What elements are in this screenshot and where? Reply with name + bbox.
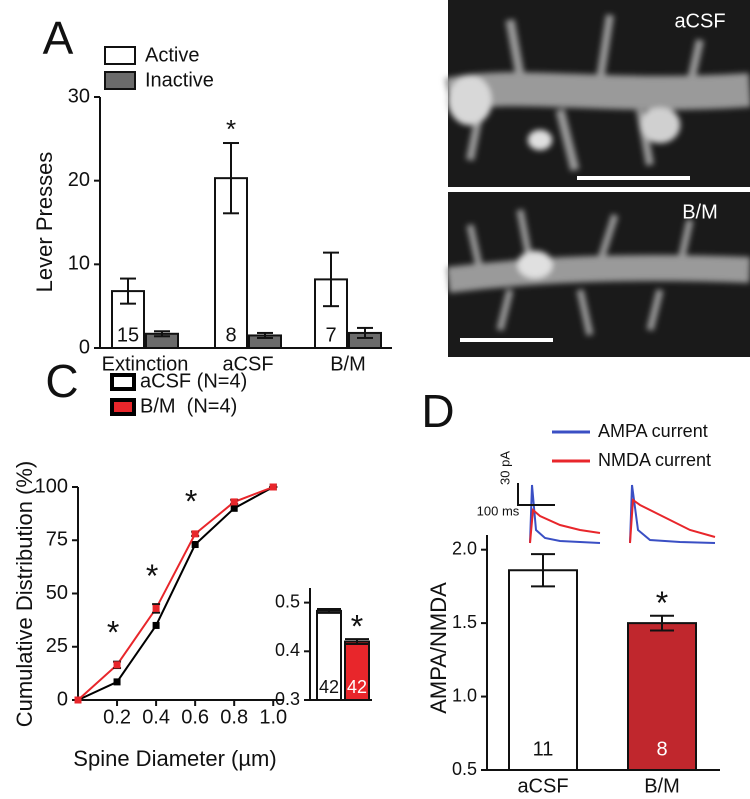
y-tick-label: 0.5 xyxy=(452,759,477,779)
y-tick-label: 0.4 xyxy=(275,640,300,660)
legend-label: NMDA current xyxy=(598,450,711,470)
legend-swatch xyxy=(110,398,136,416)
marker xyxy=(269,483,277,491)
micrograph: aCSF xyxy=(444,0,750,187)
legend-label: Inactive xyxy=(145,69,214,91)
line xyxy=(77,486,274,701)
y-tick-label: 0 xyxy=(57,688,68,710)
y-tick-label: 20 xyxy=(68,169,90,191)
marker xyxy=(191,541,199,549)
n-label: 7 xyxy=(325,324,336,346)
y-axis-label: Lever Presses xyxy=(32,152,57,293)
bar xyxy=(627,622,697,771)
image-label: aCSF xyxy=(674,10,725,32)
marker xyxy=(113,678,121,686)
y-tick-label: 2.0 xyxy=(452,538,477,558)
n-label: 42 xyxy=(319,677,339,697)
bar xyxy=(344,640,370,702)
panel-letter: A xyxy=(43,12,74,64)
marker xyxy=(230,504,238,512)
x-tick-label: B/M xyxy=(330,353,366,375)
y-axis-label: Cumulative Distribution (%) xyxy=(12,461,37,728)
panel-letter: C xyxy=(45,355,78,407)
micrograph: B/M xyxy=(446,192,750,357)
legend-swatch xyxy=(110,373,136,391)
y-tick-label: 50 xyxy=(46,582,68,604)
x-tick-label: B/M xyxy=(644,775,680,797)
n-label: 11 xyxy=(533,738,554,760)
x-tick-label: 0.6 xyxy=(181,706,209,728)
legend-label: Active xyxy=(145,44,199,66)
y-tick-label: 0.3 xyxy=(275,689,300,709)
x-tick-label: 1.0 xyxy=(259,706,287,728)
x-tick-label: aCSF xyxy=(517,775,568,797)
legend-label: AMPA current xyxy=(598,421,708,441)
significance: * xyxy=(351,609,363,645)
significance: * xyxy=(146,558,158,594)
y-tick-label: 100 xyxy=(35,475,68,497)
legend-label: aCSF (N=4) xyxy=(140,370,247,392)
y-tick-label: 0.5 xyxy=(275,591,300,611)
x-tick-label: aCSF xyxy=(222,353,273,375)
legend-swatch xyxy=(104,71,136,90)
legend-label: B/M (N=4) xyxy=(140,395,237,417)
n-label: 8 xyxy=(656,738,667,760)
marker xyxy=(191,530,199,538)
marker xyxy=(113,661,121,669)
line xyxy=(77,486,274,701)
y-tick-label: 10 xyxy=(68,253,90,275)
y-tick-label: 75 xyxy=(46,529,68,551)
x-tick-label: Extinction xyxy=(102,353,189,375)
n-label: 15 xyxy=(117,324,139,346)
x-tick-label: 0.8 xyxy=(220,706,248,728)
y-tick-label: 1.0 xyxy=(452,685,477,705)
significance: * xyxy=(656,585,668,621)
example-traces xyxy=(517,483,716,544)
x-axis-label: Spine Diameter (µm) xyxy=(73,746,276,771)
n-label: 42 xyxy=(347,677,367,697)
image-label: B/M xyxy=(682,201,718,223)
x-tick-label: 0.4 xyxy=(142,706,170,728)
marker xyxy=(152,604,160,612)
y-tick-label: 0 xyxy=(79,336,90,358)
significance: * xyxy=(185,483,197,519)
y-tick-label: 1.5 xyxy=(452,612,477,632)
legend-swatch xyxy=(104,46,136,65)
scale-bar-label: 100 ms xyxy=(477,503,520,518)
y-tick-label: 25 xyxy=(46,635,68,657)
marker xyxy=(230,498,238,506)
x-tick-label: 0.2 xyxy=(103,706,131,728)
panel-letter: D xyxy=(421,385,454,437)
marker xyxy=(152,621,160,629)
n-label: 8 xyxy=(225,324,236,346)
y-axis-label: AMPA/NMDA xyxy=(426,582,451,714)
significance: * xyxy=(226,114,236,144)
marker xyxy=(74,696,82,704)
significance: * xyxy=(107,614,119,650)
bar xyxy=(214,177,248,349)
y-tick-label: 30 xyxy=(68,85,90,107)
scale-bar-label: 30 pA xyxy=(497,451,512,485)
